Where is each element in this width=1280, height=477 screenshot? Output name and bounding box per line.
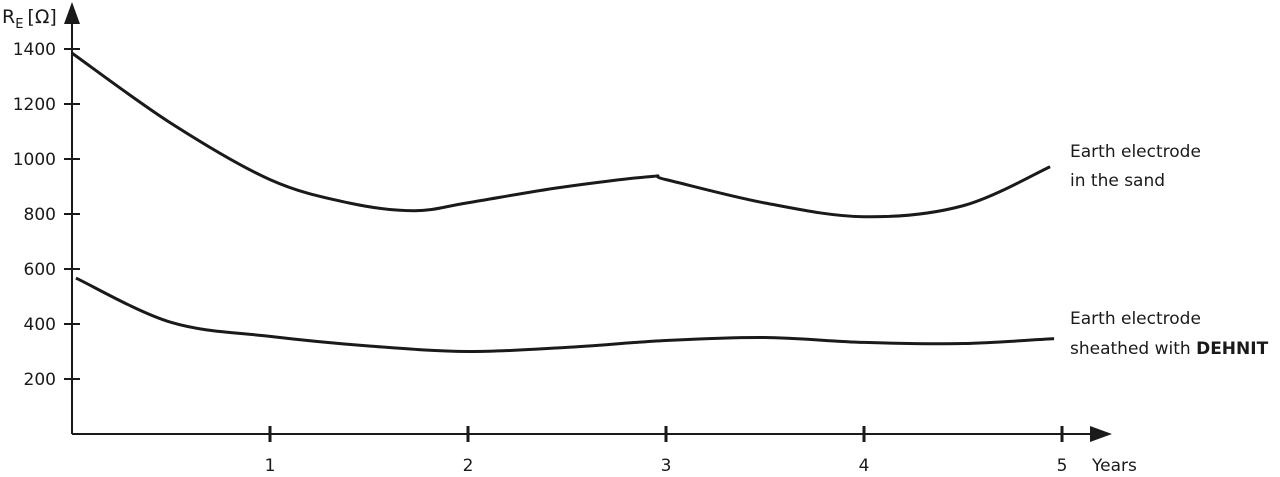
x-tick-label: 2: [463, 456, 474, 476]
y-tick-label: 1000: [13, 150, 56, 170]
y-tick-label: 400: [24, 315, 56, 335]
y-axis-label: RE [Ω]: [2, 6, 57, 32]
x-tick-label: 5: [1057, 456, 1068, 476]
x-axis-arrow-icon: [1090, 426, 1112, 442]
x-axis-label: Years: [1091, 456, 1137, 476]
series-1-label-line-1: Earth electrode: [1070, 142, 1201, 162]
series-2-label-line-2: sheathed with DEHNIT: [1070, 339, 1269, 359]
y-tick-label: 1400: [13, 40, 56, 60]
y-tick-label: 800: [24, 205, 56, 225]
y-tick-label: 1200: [13, 95, 56, 115]
series-1-line: [71, 51, 1051, 219]
x-tick-label: 3: [661, 456, 672, 476]
x-tick-label: 4: [859, 456, 870, 476]
series-2-label-line-1: Earth electrode: [1070, 309, 1201, 329]
y-tick-label: 600: [24, 260, 56, 280]
y-axis-arrow-icon: [64, 2, 80, 24]
series-2-line: [75, 276, 1055, 354]
series-1-label-line-2: in the sand: [1070, 171, 1165, 191]
y-tick-label: 200: [24, 370, 56, 390]
x-tick-label: 1: [265, 456, 276, 476]
